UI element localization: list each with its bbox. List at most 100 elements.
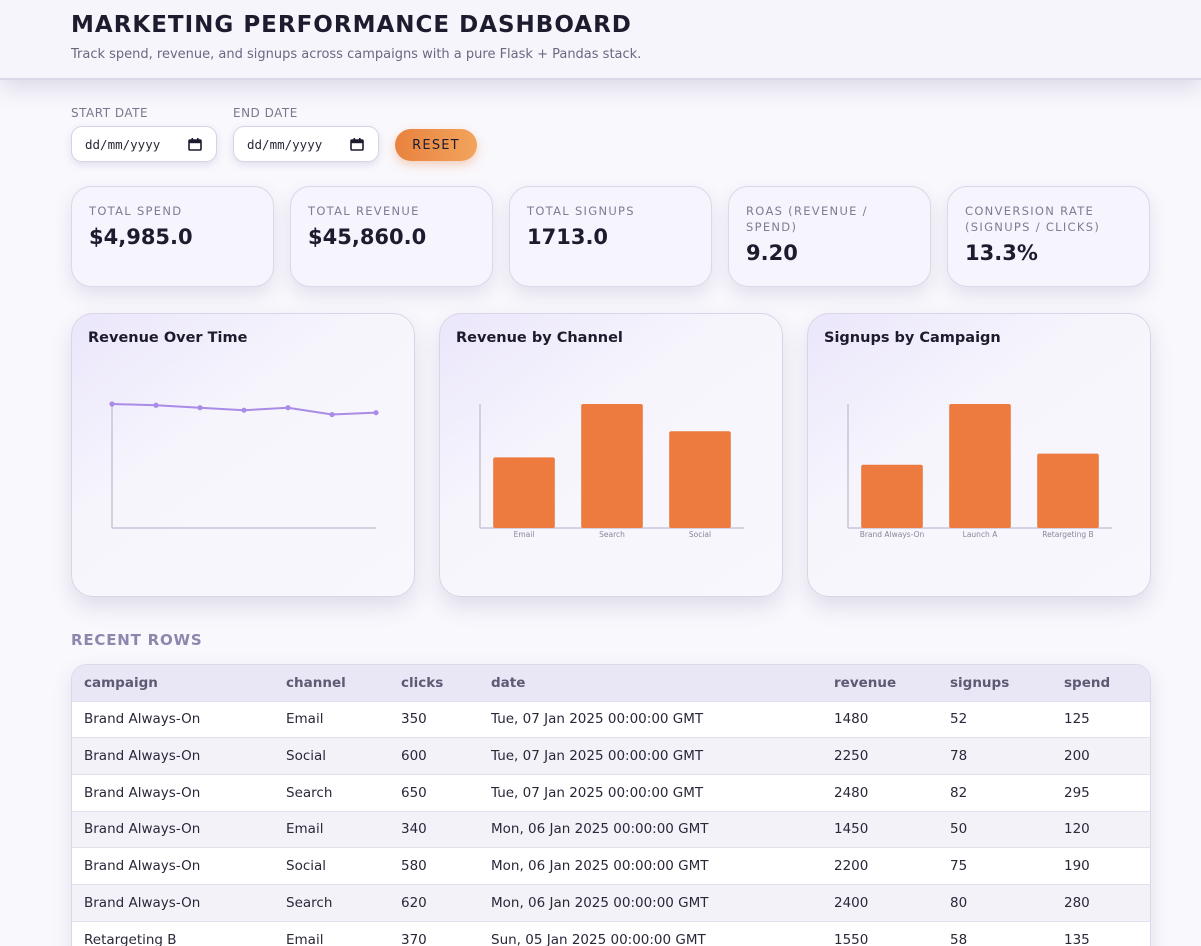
table-cell-channel: Email [286,711,324,728]
chart-title: Revenue by Channel [456,330,623,346]
table-row: Brand Always-On Social 580 Mon, 06 Jan 2025… [72,847,1150,885]
kpi-value: $4,985.0 [89,225,193,249]
kpi-value: 9.20 [746,241,798,265]
table-cell-spend: 280 [1064,894,1090,911]
table-cell-signups: 52 [950,711,968,728]
chart-card-revenue-over-time: Revenue Over Time [71,313,415,597]
table-cell-campaign: Brand Always-On [84,711,201,728]
table-cell-clicks: 350 [401,711,427,728]
kpi-value: 13.3% [965,241,1038,265]
table-cell-signups: 82 [950,784,968,801]
start-date-input[interactable]: dd/mm/yyyy [71,126,217,162]
table-cell-revenue: 2400 [834,894,869,911]
table-row: Retargeting B Email 370 Sun, 05 Jan 2025 00… [72,921,1150,946]
table-cell-date: Mon, 06 Jan 2025 00:00:00 GMT [491,858,709,875]
kpi-value: $45,860.0 [308,225,427,249]
table-cell-spend: 200 [1064,748,1090,765]
kpi-label: TOTAL SPEND [89,204,183,218]
table-cell-campaign: Brand Always-On [84,821,201,838]
kpi-label: CONVERSION RATE (SIGNUPS / CLICKS) [965,204,1101,234]
table-cell-clicks: 600 [401,748,427,765]
tick-label: Brand Always-On [860,530,925,539]
bar [493,457,555,528]
page-subtitle: Track spend, revenue, and signups across… [71,47,642,62]
column-header-signups[interactable]: signups [950,674,1010,691]
calendar-icon[interactable] [350,137,364,151]
data-point [329,411,335,418]
column-header-date[interactable]: date [491,674,526,691]
column-header-clicks[interactable]: clicks [401,674,444,691]
table-row: Brand Always-On Search 620 Mon, 06 Jan 2025… [72,884,1150,922]
column-header-spend[interactable]: spend [1064,674,1111,691]
page-title: MARKETING PERFORMANCE DASHBOARD [71,12,632,38]
table-cell-campaign: Retargeting B [84,931,177,946]
reset-button[interactable]: RESET [395,129,477,161]
table-cell-spend: 120 [1064,821,1090,838]
table-cell-date: Sun, 05 Jan 2025 00:00:00 GMT [491,931,706,946]
table-cell-spend: 135 [1064,931,1090,946]
kpi-card-roas: ROAS (REVENUE / SPEND) 9.20 [728,186,931,287]
table-cell-campaign: Brand Always-On [84,784,201,801]
table-cell-channel: Search [286,784,333,801]
start-date-placeholder: dd/mm/yyyy [85,136,161,152]
column-header-channel[interactable]: channel [286,674,346,691]
tick-label: Social [689,530,711,539]
table-cell-channel: Social [286,748,327,765]
kpi-label: ROAS (REVENUE / SPEND) [746,204,868,234]
table-row: Brand Always-On Social 600 Tue, 07 Jan 2025… [72,737,1150,775]
chart-title: Revenue Over Time [88,330,248,346]
table-cell-clicks: 650 [401,784,427,801]
bar [949,404,1011,528]
signups-by-campaign-chart: Brand Always-On Launch A Retargeting B [847,404,1112,539]
table-cell-clicks: 620 [401,894,427,911]
table-cell-channel: Search [286,894,333,911]
table-cell-revenue: 1550 [834,931,869,946]
table-cell-date: Tue, 07 Jan 2025 00:00:00 GMT [491,711,704,728]
table-cell-spend: 295 [1064,784,1090,801]
kpi-value: 1713.0 [527,225,609,249]
chart-card-signups-by-campaign: Signups by Campaign Brand Always-On Launc… [807,313,1151,597]
table-row: Brand Always-On Search 650 Tue, 07 Jan 2025… [72,774,1150,811]
table-cell-date: Mon, 06 Jan 2025 00:00:00 GMT [491,821,709,838]
kpi-label: TOTAL SIGNUPS [527,204,635,218]
table-cell-signups: 50 [950,821,968,838]
table-cell-date: Tue, 07 Jan 2025 00:00:00 GMT [491,748,704,765]
table-cell-channel: Email [286,931,324,946]
kpi-card-total-spend: TOTAL SPEND $4,985.0 [71,186,274,287]
column-header-revenue[interactable]: revenue [834,674,897,691]
table-row: Brand Always-On Email 350 Tue, 07 Jan 2025 … [72,701,1150,738]
end-date-label: END DATE [233,106,298,120]
end-date-input[interactable]: dd/mm/yyyy [233,126,379,162]
page-header: MARKETING PERFORMANCE DASHBOARD Track sp… [0,0,1201,80]
table-cell-channel: Email [286,821,324,838]
table-cell-revenue: 2200 [834,858,869,875]
data-point [197,405,203,411]
tick-label: Retargeting B [1042,530,1093,539]
end-date-placeholder: dd/mm/yyyy [247,136,323,152]
table-cell-signups: 80 [950,894,968,911]
bar [1037,453,1099,528]
tick-label: Launch A [963,530,999,539]
data-point [285,405,291,411]
table-cell-signups: 78 [950,748,968,765]
table-row: Brand Always-On Email 340 Mon, 06 Jan 2025 … [72,811,1150,848]
table-cell-signups: 75 [950,858,968,875]
table-cell-clicks: 370 [401,931,427,946]
bar [581,404,643,528]
table-cell-spend: 190 [1064,858,1090,875]
tick-label: Email [514,530,535,539]
chart-card-revenue-by-channel: Revenue by Channel Email Search Social [439,313,783,597]
calendar-icon[interactable] [188,137,202,151]
kpi-label: TOTAL REVENUE [308,204,420,218]
table-cell-revenue: 1480 [834,711,869,728]
table-cell-revenue: 2480 [834,784,869,801]
data-point [153,402,159,408]
table-cell-campaign: Brand Always-On [84,748,201,765]
table-cell-clicks: 340 [401,821,427,838]
start-date-label: START DATE [71,106,149,120]
table-cell-date: Mon, 06 Jan 2025 00:00:00 GMT [491,894,709,911]
column-header-campaign[interactable]: campaign [84,674,158,691]
table-cell-signups: 58 [950,931,968,946]
kpi-card-conversion-rate: CONVERSION RATE (SIGNUPS / CLICKS) 13.3% [947,186,1150,287]
table-cell-spend: 125 [1064,711,1090,728]
